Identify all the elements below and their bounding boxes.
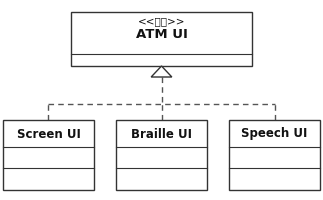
- Polygon shape: [151, 66, 172, 77]
- Bar: [229, 120, 320, 190]
- Bar: [3, 120, 94, 190]
- Text: Screen UI: Screen UI: [16, 128, 80, 141]
- Text: <<接口>>: <<接口>>: [138, 16, 185, 26]
- Bar: [116, 120, 207, 190]
- Bar: [71, 12, 252, 66]
- Text: Speech UI: Speech UI: [241, 128, 308, 141]
- Text: Braille UI: Braille UI: [131, 128, 192, 141]
- Text: ATM UI: ATM UI: [136, 28, 187, 42]
